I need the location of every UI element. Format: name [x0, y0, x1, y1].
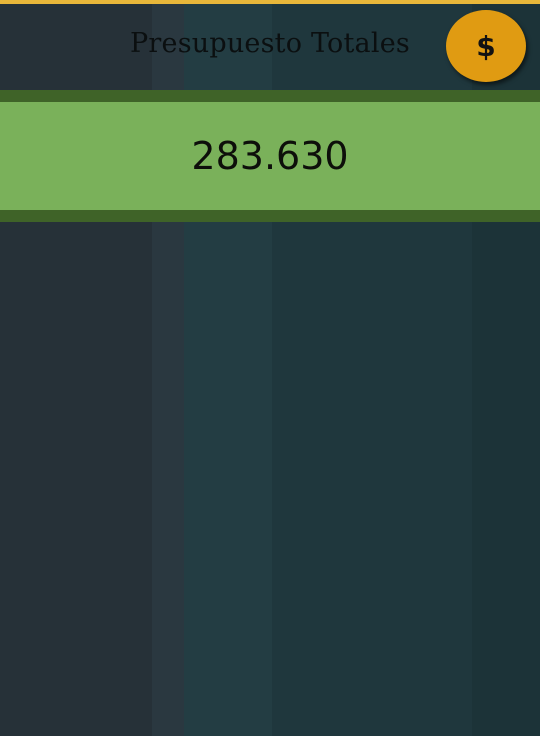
- total-panel: 283.630: [0, 90, 540, 222]
- budget-coin-button[interactable]: $: [446, 10, 526, 82]
- page-title: Presupuesto Totales: [130, 28, 410, 59]
- dollar-icon: $: [476, 29, 496, 63]
- top-accent-bar: [0, 0, 540, 4]
- app-header: Presupuesto Totales $: [0, 4, 540, 90]
- total-panel-inner: 283.630: [0, 102, 540, 210]
- total-amount: 283.630: [191, 134, 349, 178]
